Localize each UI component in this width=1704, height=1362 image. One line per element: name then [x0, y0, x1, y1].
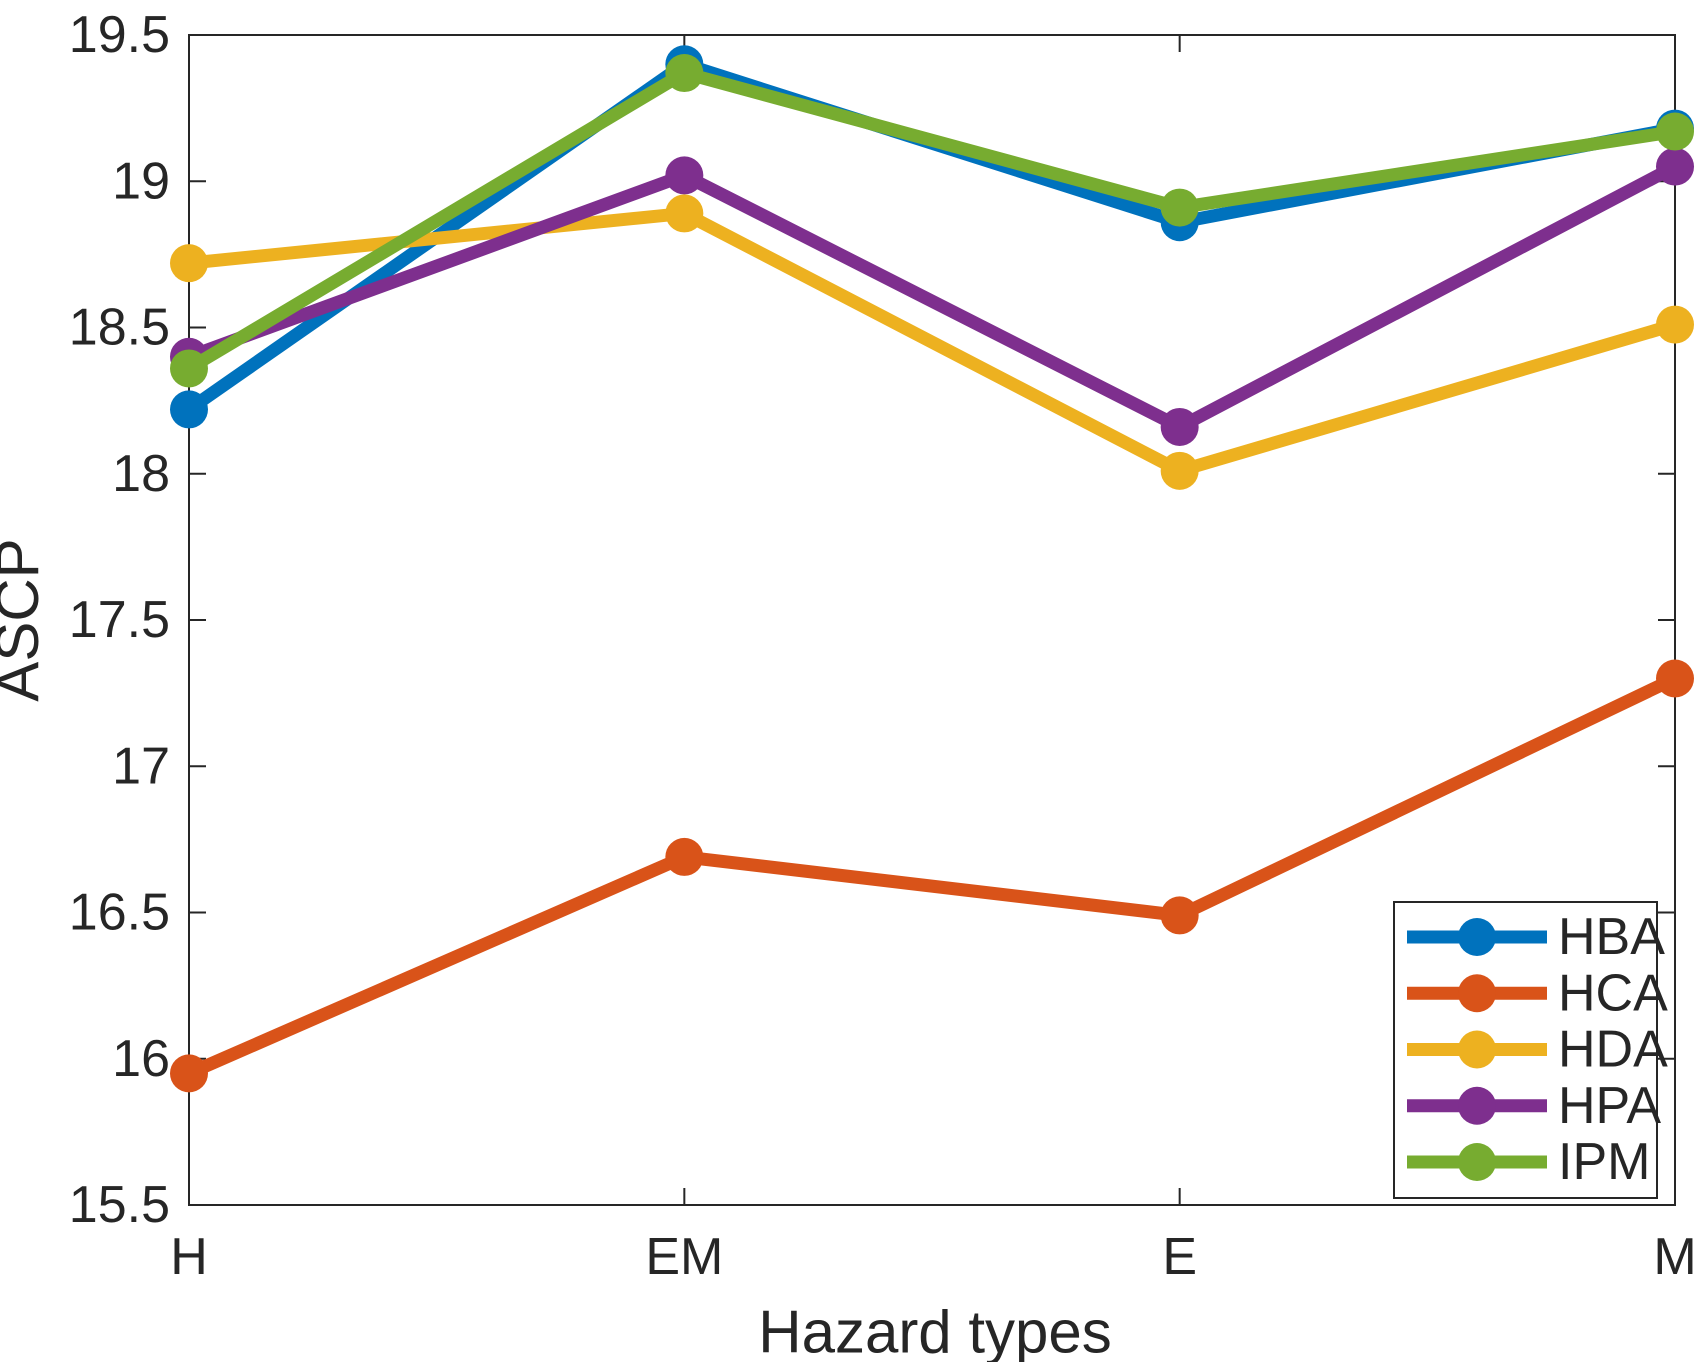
y-tick-label: 18 [112, 445, 170, 503]
y-axis-label: ASCP [0, 538, 51, 701]
data-point-marker [170, 244, 208, 283]
x-tick-label: M [1653, 1228, 1696, 1286]
legend-item-HPA: HPA [1407, 1077, 1661, 1135]
y-tick-label: 17 [112, 737, 170, 795]
data-point-marker [1160, 188, 1199, 227]
data-point-marker [1160, 407, 1199, 446]
data-point-marker [665, 54, 704, 93]
y-tick-label: 19.5 [69, 6, 170, 64]
series-line-IPM [182, 66, 1682, 375]
legend-marker [1458, 1030, 1496, 1069]
data-point-marker [170, 390, 208, 429]
data-point-marker [170, 1054, 208, 1093]
data-point-marker [1160, 451, 1199, 490]
x-axis-label: Hazard types [758, 1299, 1112, 1362]
legend-marker [1458, 1086, 1496, 1125]
y-tick-label: 15.5 [69, 1176, 170, 1234]
legend-label: IPM [1558, 1133, 1650, 1191]
data-point-marker [170, 349, 208, 388]
x-tick-label: EM [645, 1228, 723, 1286]
y-tick-label: 17.5 [69, 591, 170, 649]
series-line-HCA [182, 672, 1682, 1080]
data-point-marker [665, 194, 704, 233]
series-HPA [170, 147, 1694, 446]
legend-item-IPM: IPM [1407, 1133, 1650, 1191]
data-point-marker [1656, 659, 1694, 698]
legend-item-HCA: HCA [1407, 964, 1668, 1022]
series-layer [170, 45, 1694, 1093]
data-point-marker [1160, 896, 1199, 935]
legend-label: HCA [1558, 964, 1668, 1022]
series-HDA [170, 194, 1694, 490]
y-tick-label: 18.5 [69, 299, 170, 357]
legend-item-HBA: HBA [1407, 908, 1665, 966]
series-line-HPA [182, 160, 1682, 434]
legend-label: HDA [1558, 1021, 1668, 1079]
data-point-marker [665, 156, 704, 195]
data-point-marker [1656, 147, 1694, 186]
y-tick-label: 16 [112, 1030, 170, 1088]
series-IPM [170, 54, 1694, 388]
series-line-HDA [182, 206, 1682, 478]
x-tick-label: E [1162, 1228, 1197, 1286]
legend-marker [1458, 974, 1496, 1013]
y-tick-label: 16.5 [69, 884, 170, 942]
data-point-marker [1656, 112, 1694, 151]
data-point-marker [665, 837, 704, 876]
legend-label: HPA [1558, 1077, 1661, 1135]
series-HCA [170, 659, 1694, 1093]
x-tick-label: H [170, 1228, 208, 1286]
legend-marker [1458, 1143, 1496, 1181]
legend-marker [1458, 918, 1496, 956]
data-point-marker [1656, 305, 1694, 344]
y-tick-label: 19 [112, 152, 170, 210]
legend-label: HBA [1558, 908, 1665, 966]
legend-item-HDA: HDA [1407, 1021, 1668, 1079]
